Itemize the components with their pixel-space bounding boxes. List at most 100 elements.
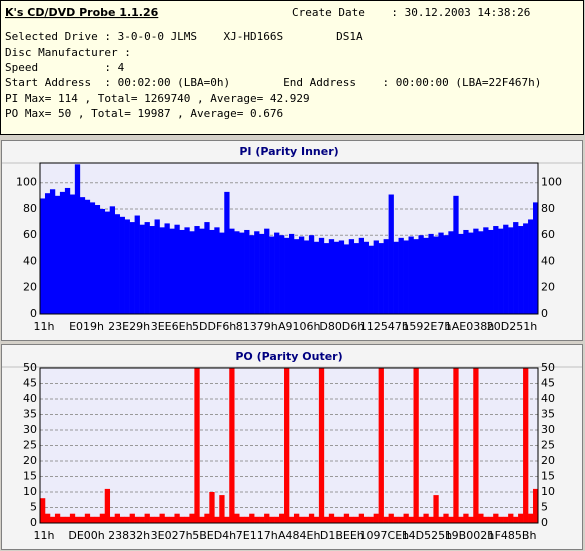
- bar: [308, 513, 315, 523]
- y-tick-label: 5: [30, 501, 37, 514]
- y-tick-label: 40: [541, 254, 555, 267]
- bar: [498, 516, 504, 523]
- bar: [269, 516, 275, 523]
- bar: [124, 516, 130, 523]
- bar: [104, 211, 111, 314]
- bar: [119, 216, 125, 314]
- y-tick-label: 5: [541, 501, 548, 514]
- bar: [289, 233, 295, 314]
- bar: [40, 498, 46, 523]
- bar: [418, 235, 424, 314]
- bar: [209, 229, 215, 314]
- bar: [298, 236, 305, 314]
- chart-title: PO (Parity Outer): [235, 350, 342, 363]
- bar: [189, 513, 195, 523]
- x-tick-label: DE00h: [68, 529, 104, 542]
- bar: [114, 214, 120, 314]
- bar: [468, 516, 474, 523]
- bar: [239, 232, 245, 314]
- bar: [383, 239, 389, 314]
- bar: [274, 516, 280, 523]
- bar: [179, 229, 185, 314]
- y-tick-label: 45: [541, 377, 555, 390]
- x-tick-label: 5BED4h: [192, 529, 236, 542]
- bar: [463, 513, 469, 523]
- bar: [448, 516, 454, 523]
- y-tick-label: 35: [23, 408, 37, 421]
- plot-frame: [39, 367, 539, 524]
- bar: [99, 513, 106, 523]
- y-tick-label: 20: [23, 454, 37, 467]
- bar: [274, 232, 280, 314]
- bar: [229, 228, 235, 314]
- bar: [94, 516, 101, 523]
- x-tick-label: 1AE038h: [445, 320, 494, 333]
- bar: [149, 226, 155, 314]
- bar: [74, 164, 81, 314]
- x-tick-label: D1BEEh: [320, 529, 364, 542]
- y-tick-label: 60: [23, 228, 37, 241]
- y-tick-label: 10: [23, 485, 37, 498]
- bar: [328, 513, 335, 523]
- bar: [303, 240, 310, 314]
- bar: [343, 513, 350, 523]
- bar: [189, 231, 195, 314]
- y-tick-label: 35: [541, 408, 555, 421]
- bar: [79, 516, 86, 523]
- bar: [493, 513, 499, 523]
- bar: [533, 202, 539, 314]
- x-tick-label: 1097CEh: [360, 529, 410, 542]
- bar: [109, 206, 115, 314]
- x-tick-label: 3EE6Eh: [151, 320, 193, 333]
- info-line: PO Max= 50 , Total= 19987 , Average= 0.6…: [5, 107, 283, 120]
- bar: [84, 199, 91, 314]
- bar: [443, 513, 449, 523]
- bar: [313, 241, 320, 314]
- bar: [513, 516, 519, 523]
- bar: [54, 513, 61, 523]
- bar: [368, 245, 374, 314]
- bar: [503, 224, 509, 314]
- bar: [403, 513, 409, 523]
- bar: [134, 516, 140, 523]
- info-line: Selected Drive : 3-0-0-0 JLMS XJ-HD166S …: [5, 30, 363, 43]
- bar: [378, 368, 384, 523]
- bar: [293, 239, 300, 314]
- bar: [363, 241, 369, 314]
- bar: [393, 516, 399, 523]
- y-tick-label: 80: [23, 202, 37, 215]
- bar: [313, 516, 320, 523]
- bar: [84, 513, 91, 523]
- bar: [129, 222, 135, 314]
- bar: [284, 368, 290, 523]
- bar: [74, 516, 81, 523]
- bar: [234, 231, 240, 314]
- create-date: Create Date : 30.12.2003 14:38:26: [292, 6, 530, 19]
- y-tick-label: 0: [541, 516, 548, 529]
- y-tick-label: 60: [541, 228, 555, 241]
- bar: [333, 516, 340, 523]
- y-tick-label: 0: [541, 307, 548, 320]
- x-tick-label: 1592E7h: [402, 320, 451, 333]
- y-tick-label: 40: [23, 254, 37, 267]
- x-tick-label: D80D6h: [319, 320, 364, 333]
- x-tick-label: 11h: [34, 529, 55, 542]
- y-tick-label: 20: [541, 281, 555, 294]
- x-tick-label: 3E027h: [151, 529, 193, 542]
- bar: [373, 513, 379, 523]
- y-tick-label: 25: [541, 439, 555, 452]
- bar: [264, 228, 270, 314]
- bar: [174, 224, 180, 314]
- x-tick-label: 11h: [34, 320, 55, 333]
- bar: [219, 495, 225, 523]
- bar: [54, 195, 61, 314]
- bar: [44, 193, 51, 314]
- bar: [438, 232, 444, 314]
- bar: [348, 239, 355, 314]
- bar: [259, 233, 265, 314]
- bar: [318, 237, 325, 314]
- bar: [478, 231, 484, 314]
- bar: [463, 229, 469, 314]
- bar: [229, 368, 235, 523]
